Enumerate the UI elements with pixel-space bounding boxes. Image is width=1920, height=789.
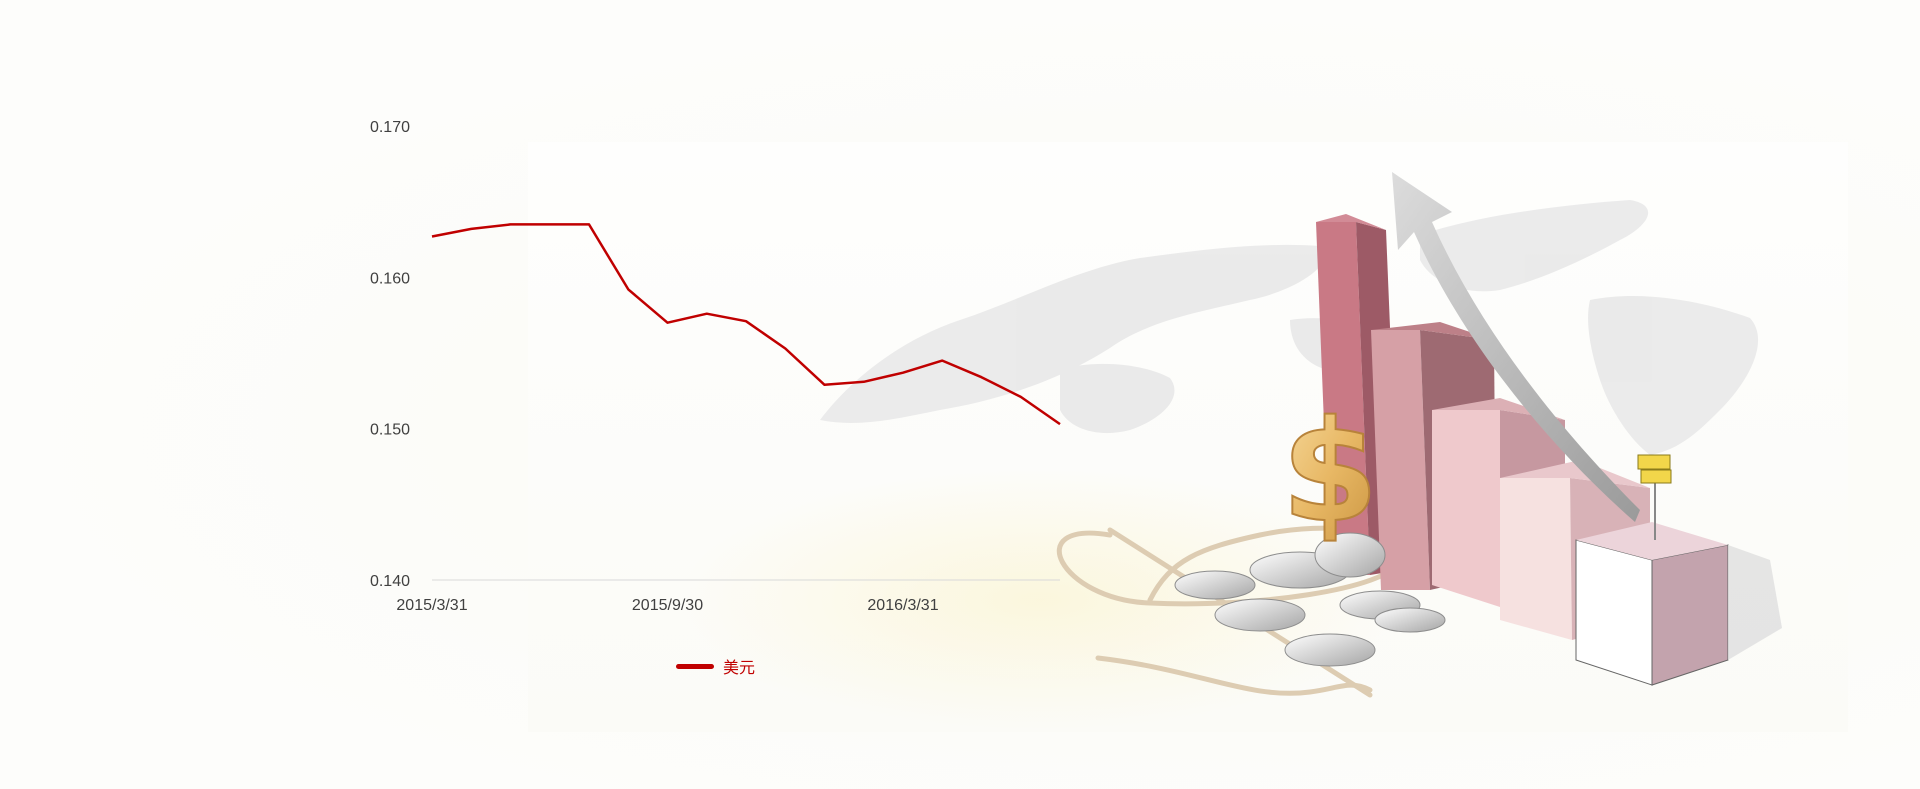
y-tick-label: 0.150	[370, 422, 410, 439]
silver-dollar-pile	[1174, 532, 1446, 667]
signpost	[1637, 454, 1672, 540]
y-axis: 0.170 0.160 0.150 0.140	[370, 119, 410, 590]
y-tick-label: 0.160	[370, 270, 410, 287]
x-axis: 2015/3/31 2015/9/30 2016/3/31	[396, 597, 938, 614]
x-tick-label: 2015/9/30	[632, 597, 703, 614]
rising-bars	[1316, 214, 1782, 686]
x-tick-label: 2015/3/31	[396, 597, 467, 614]
series-layer	[431, 223, 1061, 426]
y-tick-label: 0.140	[370, 573, 410, 590]
x-tick-label: 2016/3/31	[867, 597, 938, 614]
legend-swatch	[676, 663, 714, 669]
legend-label: 美元	[723, 658, 756, 677]
svg-text:$: $	[1281, 391, 1378, 554]
legend: 美元	[676, 654, 755, 678]
gold-dollar-icon: $	[1280, 390, 1379, 555]
y-tick-label: 0.170	[370, 119, 410, 136]
series-line	[431, 223, 1061, 426]
upward-arrow	[1392, 172, 1640, 522]
glow-shape	[680, 470, 1400, 730]
